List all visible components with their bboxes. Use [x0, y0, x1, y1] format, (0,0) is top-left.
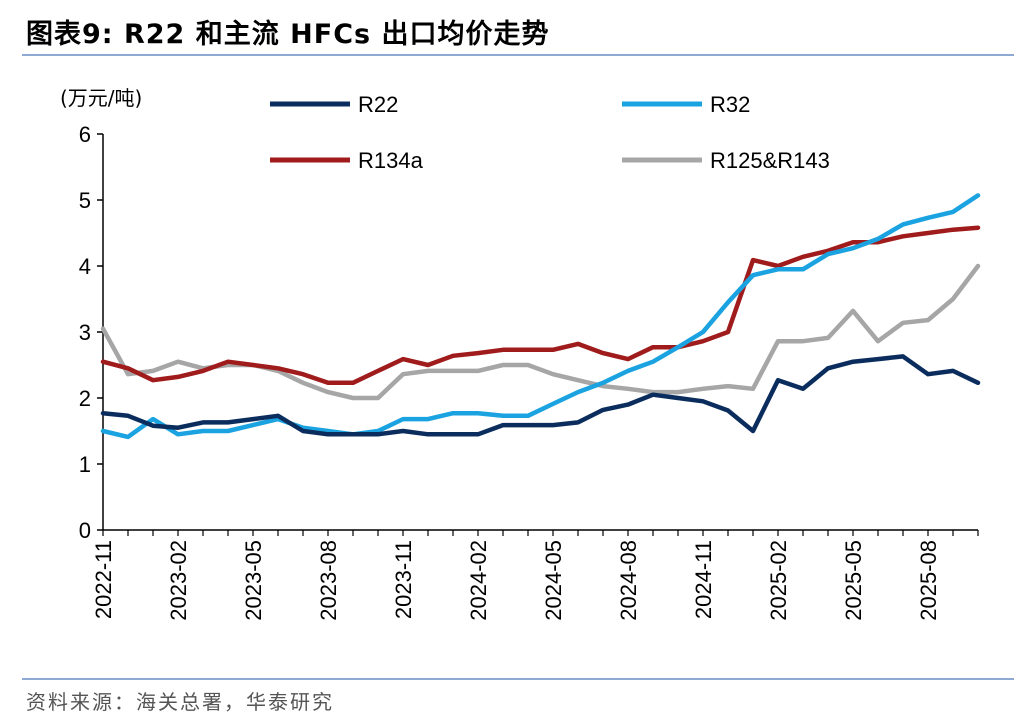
chart-title: 图表9: R22 和主流 HFCs 出口均价走势	[26, 19, 550, 50]
x-tick-label: 2025-08	[916, 540, 941, 621]
y-tick-label: 0	[79, 518, 91, 543]
y-tick-label: 3	[79, 320, 91, 345]
y-axis-unit-label: (万元/吨)	[60, 86, 142, 110]
y-tick-label: 5	[79, 188, 91, 213]
x-tick-label: 2024-08	[616, 540, 641, 621]
y-tick-label: 6	[79, 122, 91, 147]
x-tick-label: 2023-05	[241, 540, 266, 621]
x-tick-label: 2025-05	[841, 540, 866, 621]
source-note: 资料来源：海关总署，华泰研究	[26, 690, 334, 714]
chart-axes: 0 1 2 3 4 5 6 2022-11 2023-02 2023-05 2023-08 2023-…	[79, 122, 979, 621]
legend-label: R134a	[358, 148, 424, 173]
y-tick-label: 1	[79, 452, 91, 477]
x-tick-label: 2024-11	[691, 540, 716, 619]
x-tick-label: 2023-08	[316, 540, 341, 621]
x-tick-label: 2024-02	[466, 540, 491, 621]
x-tick-label: 2023-11	[391, 540, 416, 619]
x-tick-label: 2023-02	[166, 540, 191, 621]
chart-series-lines	[100, 193, 981, 440]
legend-label: R22	[358, 92, 398, 117]
x-tick-label: 2024-05	[541, 540, 566, 621]
legend-label: R125&R143	[710, 148, 830, 173]
x-tick-label: 2022-11	[91, 540, 116, 619]
legend-label: R32	[710, 92, 750, 117]
x-tick-label: 2025-02	[766, 540, 791, 621]
series-line-r32	[100, 193, 981, 440]
source-divider	[22, 678, 1014, 680]
chart-legend: R22 R32 R134a R125&R143	[270, 92, 830, 173]
line-chart: 0 1 2 3 4 5 6 2022-11 2023-02 2023-05 2023-08 2023-…	[60, 86, 981, 621]
y-tick-label: 4	[79, 254, 91, 279]
series-line-r125-r143	[100, 263, 981, 401]
series-line-r134a	[100, 225, 981, 386]
y-tick-label: 2	[79, 386, 91, 411]
title-divider	[22, 54, 1014, 56]
series-line-r22	[100, 354, 981, 437]
